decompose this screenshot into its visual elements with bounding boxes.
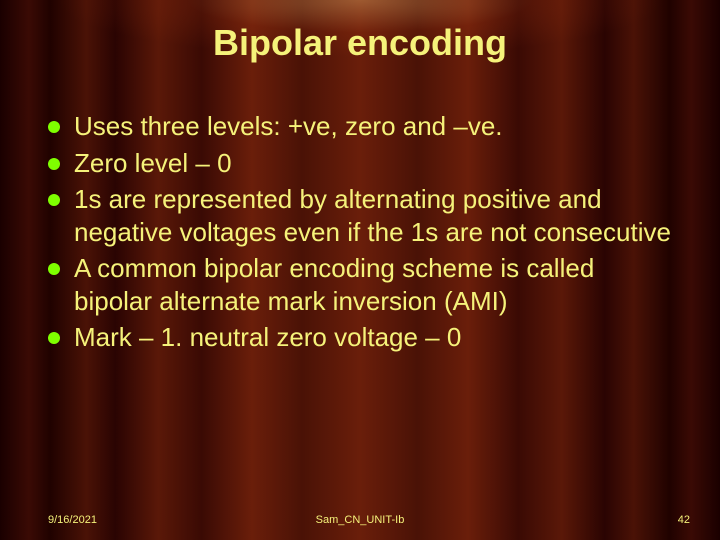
bullet-item: Zero level – 0 (48, 147, 672, 180)
bullet-text: Zero level – 0 (74, 147, 672, 180)
bullet-icon (48, 158, 60, 170)
bullet-item: A common bipolar encoding scheme is call… (48, 252, 672, 317)
bullet-icon (48, 332, 60, 344)
slide-title: Bipolar encoding (0, 22, 720, 64)
bullet-text: Mark – 1. neutral zero voltage – 0 (74, 321, 672, 354)
footer-page-number: 42 (678, 514, 690, 526)
bullet-text: A common bipolar encoding scheme is call… (74, 252, 672, 317)
bullet-text: Uses three levels: +ve, zero and –ve. (74, 110, 672, 143)
bullet-text: 1s are represented by alternating positi… (74, 183, 672, 248)
footer-title: Sam_CN_UNIT-Ib (0, 514, 720, 526)
bullet-item: Mark – 1. neutral zero voltage – 0 (48, 321, 672, 354)
slide: Bipolar encoding Uses three levels: +ve,… (0, 0, 720, 540)
bullet-icon (48, 194, 60, 206)
bullet-icon (48, 263, 60, 275)
slide-body: Uses three levels: +ve, zero and –ve. Ze… (48, 110, 672, 358)
slide-footer: 9/16/2021 Sam_CN_UNIT-Ib 42 (0, 506, 720, 526)
bullet-item: 1s are represented by alternating positi… (48, 183, 672, 248)
bullet-item: Uses three levels: +ve, zero and –ve. (48, 110, 672, 143)
bullet-icon (48, 121, 60, 133)
